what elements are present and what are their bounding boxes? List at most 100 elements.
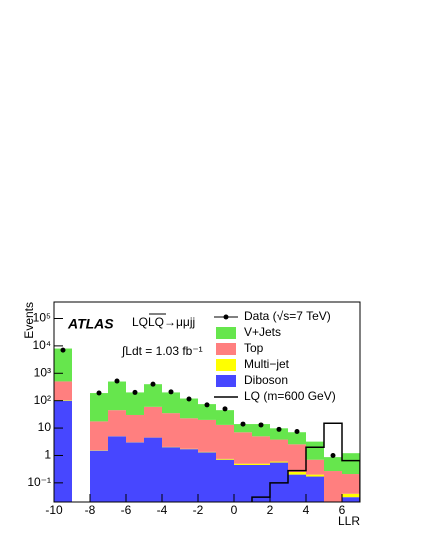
bar-segment [306, 441, 324, 460]
lumi-label: ∫Ldt = 1.03 fb⁻¹ [121, 344, 203, 358]
x-tick-label: 4 [303, 503, 310, 517]
x-tick-label: -8 [85, 503, 96, 517]
y-tick-label: 10⁴ [32, 338, 51, 352]
bar-segment [180, 398, 198, 419]
legend-swatch [216, 375, 236, 387]
legend-swatch [216, 343, 236, 355]
bar-segment [198, 404, 216, 420]
bar-segment [234, 432, 252, 464]
bar-segment [144, 406, 162, 438]
y-tick-label: 10³ [34, 365, 51, 379]
legend-swatch [216, 359, 236, 371]
legend-label: Data (√s=7 TeV) [244, 309, 331, 323]
x-tick-label: 0 [231, 503, 238, 517]
bar-segment [144, 384, 162, 407]
data-point [186, 396, 192, 402]
bar-segment [198, 419, 216, 452]
bar-segment [342, 453, 360, 475]
bar-segment [108, 381, 126, 411]
bar-segment [216, 410, 234, 425]
bar-segment [108, 410, 126, 437]
atlas-label: ATLAS [67, 316, 114, 332]
bar-segment [252, 464, 270, 502]
data-point [258, 422, 264, 428]
data-point [222, 406, 228, 412]
bar-segment [270, 462, 288, 502]
legend-marker [223, 314, 229, 320]
legend-label: Multi−jet [244, 357, 290, 371]
bar-segment [126, 442, 144, 502]
y-tick-label: 10 [38, 420, 52, 434]
x-tick-label: 2 [267, 503, 274, 517]
bar-segment [306, 474, 324, 477]
bar-segment [288, 444, 306, 472]
data-point [96, 390, 102, 396]
data-point [276, 426, 282, 432]
bar-segment [126, 392, 144, 415]
bar-segment [342, 474, 360, 494]
bar-segment [288, 474, 306, 502]
bar-segment [324, 457, 342, 472]
bar-segment [288, 432, 306, 445]
bar-segment [180, 418, 198, 449]
legend-label: LQ (m=600 GeV) [244, 389, 336, 403]
y-axis-label: Events [22, 302, 36, 339]
bar-segment [144, 437, 162, 502]
bar-segment [270, 439, 288, 462]
legend-label: Diboson [244, 373, 288, 387]
bar-segment [288, 471, 306, 475]
bar-segment [252, 436, 270, 464]
bar-segment [162, 413, 180, 447]
x-tick-label: 6 [339, 503, 346, 517]
bar-segment [54, 348, 72, 382]
data-point [168, 389, 174, 395]
data-point [60, 347, 66, 353]
data-point [204, 402, 210, 408]
bar-segment [162, 392, 180, 414]
x-axis-label: LLR [338, 514, 360, 528]
bar-segment [216, 459, 234, 502]
bar-segment [270, 461, 288, 463]
y-tick-label: 10⁵ [33, 311, 51, 325]
bar-segment [108, 436, 126, 502]
bar-segment [234, 464, 252, 502]
bar-segment [234, 424, 252, 433]
bar-segment [342, 497, 360, 502]
bar-segment [90, 421, 108, 451]
data-point [240, 421, 246, 427]
data-point [330, 452, 336, 458]
x-tick-label: -4 [157, 503, 168, 517]
y-tick-label: 10⁻¹ [27, 475, 51, 489]
bar-segment [342, 493, 360, 498]
process-label: LQLQ→μμjj [132, 315, 195, 329]
bar-segment [54, 400, 72, 502]
frame [53, 301, 361, 503]
data-point [114, 378, 120, 384]
data-point [132, 389, 138, 395]
bar-segment [306, 476, 324, 502]
bar-segment [252, 424, 270, 437]
x-tick-label: -10 [45, 503, 63, 517]
bar-segment [252, 463, 270, 465]
bar-segment [216, 458, 234, 460]
bar-segment [54, 381, 72, 401]
bar-segment [162, 447, 180, 502]
bar-segment [306, 459, 324, 475]
y-tick-label: 10² [34, 393, 51, 407]
bar-segment [216, 424, 234, 459]
bar-segment [90, 450, 108, 502]
bar-segment [126, 414, 144, 443]
data-point [294, 428, 300, 434]
bar-segment [270, 428, 288, 440]
x-tick-label: -6 [121, 503, 132, 517]
plot-area [54, 347, 360, 502]
bar-segment [198, 452, 216, 502]
data-point [150, 381, 156, 387]
bar-segment [90, 393, 108, 422]
legend-label: Top [244, 341, 264, 355]
bar-segment [324, 471, 342, 502]
bar-segment [234, 463, 252, 465]
legend-swatch [216, 327, 236, 339]
y-tick-label: 1 [44, 448, 51, 462]
